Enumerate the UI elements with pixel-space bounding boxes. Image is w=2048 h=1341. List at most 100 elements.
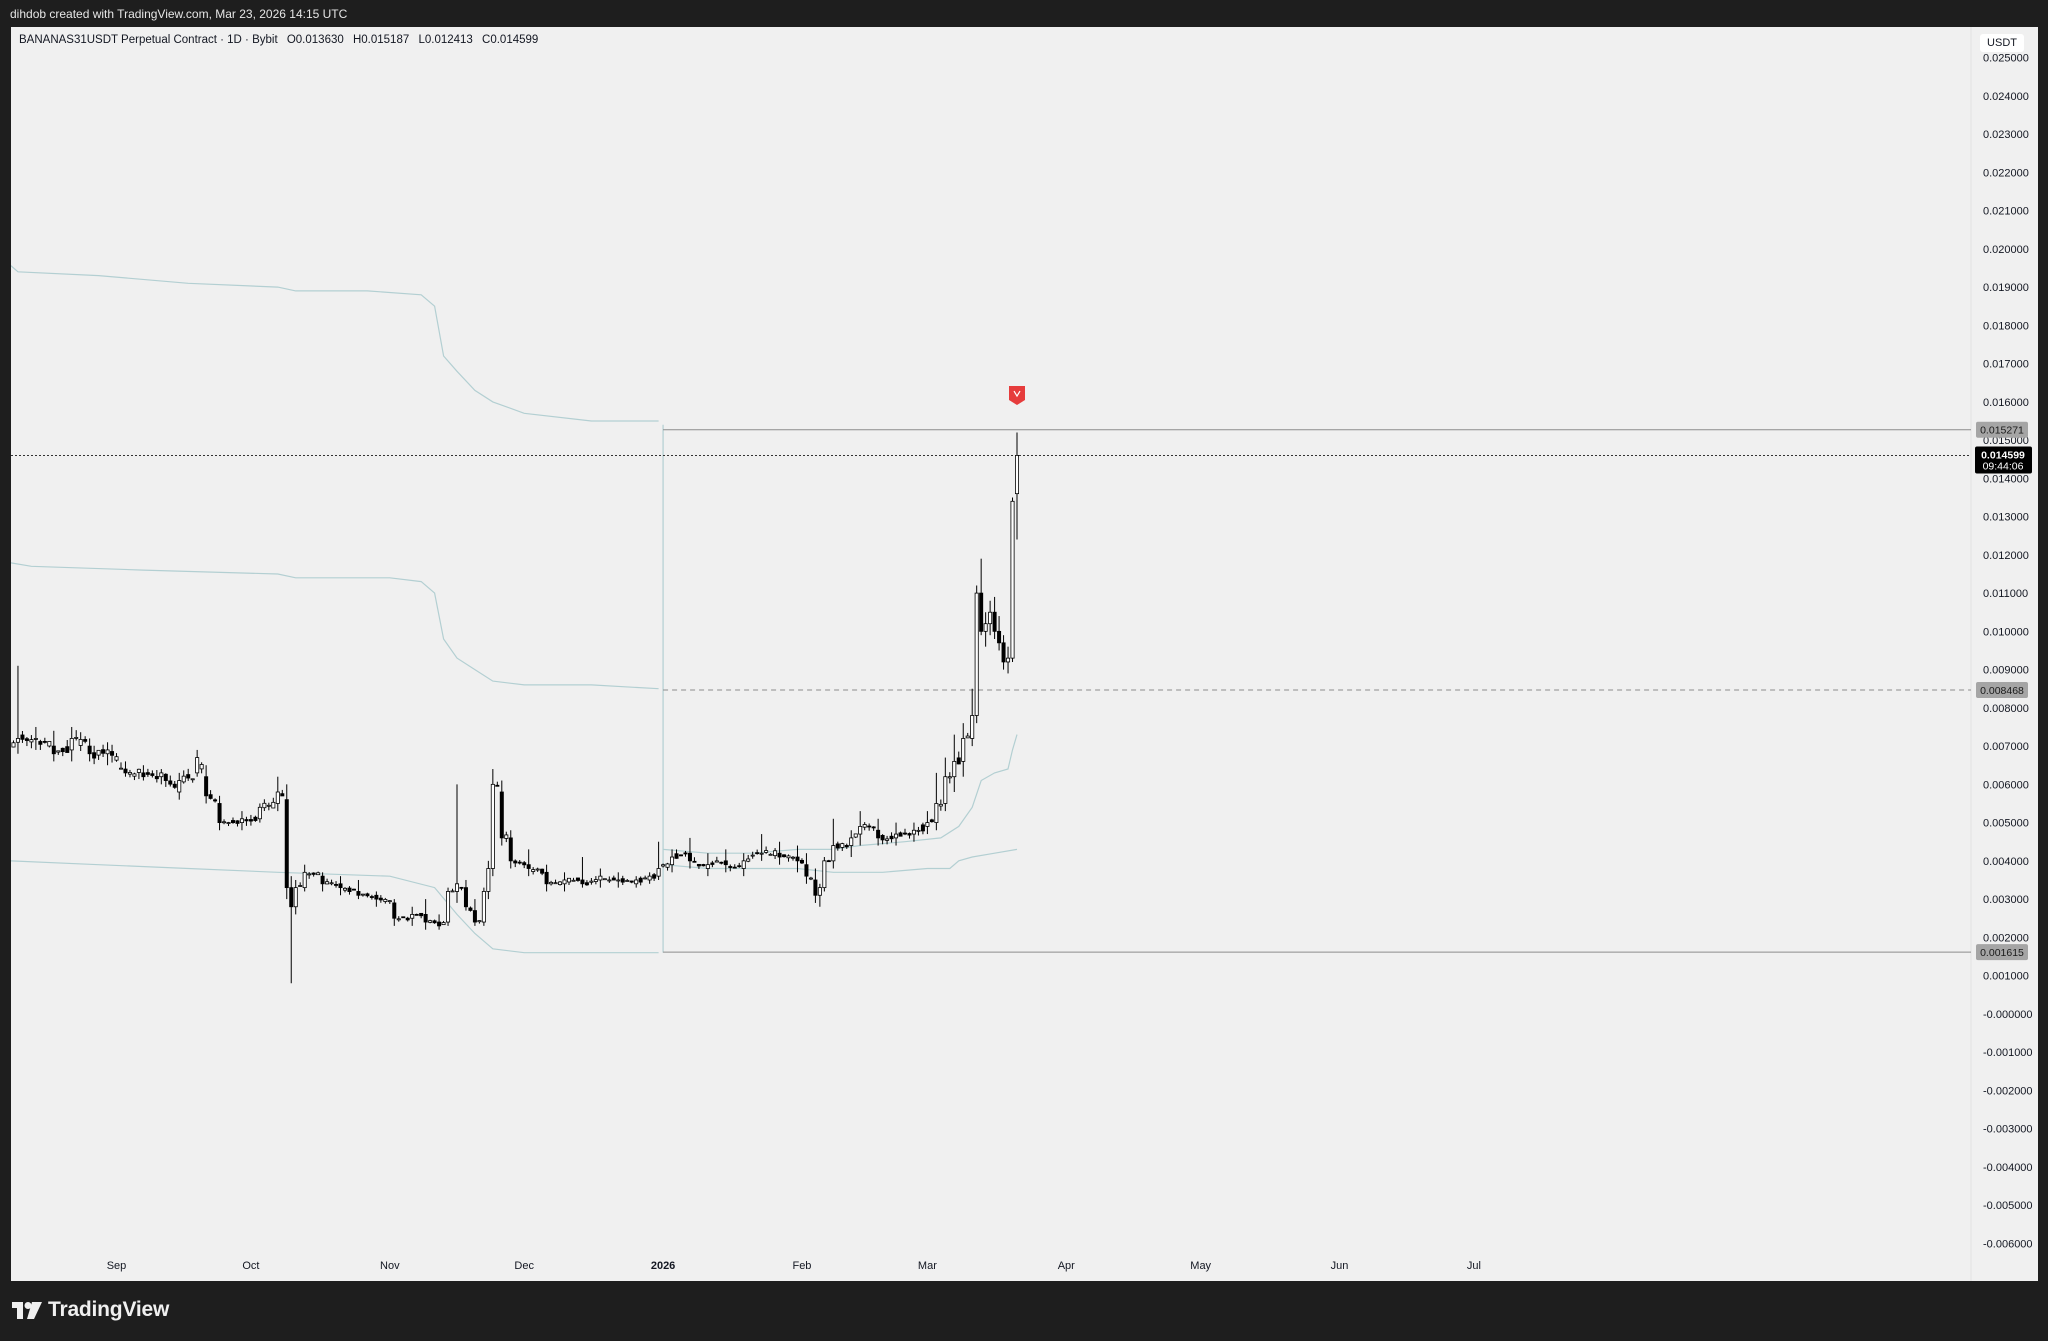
candle: [181, 770, 186, 784]
candle-body-down: [208, 794, 213, 799]
x-tick-label: Mar: [918, 1260, 937, 1272]
candle: [535, 867, 540, 872]
candle: [42, 737, 47, 744]
candle: [531, 867, 536, 875]
candle-body-up: [705, 864, 710, 869]
candle-body-down: [696, 863, 701, 867]
candle: [401, 916, 406, 919]
candle-body-down: [674, 853, 679, 859]
candle: [437, 914, 442, 930]
candle-body-down: [522, 862, 527, 866]
tradingview-logo-icon: [12, 1301, 42, 1319]
y-tick-label: 0.008000: [1983, 703, 2029, 715]
legend-symbol[interactable]: BANANAS31USDT Perpetual Contract · 1D · …: [19, 34, 278, 46]
x-tick-label: Oct: [242, 1260, 259, 1272]
candle: [472, 899, 477, 926]
y-tick-label: 0.015000: [1983, 435, 2029, 447]
candle-body-up: [396, 918, 401, 921]
candle-body-up: [934, 803, 939, 823]
candle-body-down: [280, 793, 285, 797]
candle-body-up: [817, 887, 822, 896]
candle: [159, 769, 164, 785]
y-tick-label: 0.001000: [1983, 971, 2029, 983]
candle: [598, 868, 603, 888]
candle: [320, 872, 325, 892]
last-price-value: 0.014599: [1981, 449, 2025, 461]
candle: [369, 894, 374, 900]
candle: [602, 878, 607, 881]
level-tag-label: 0.015271: [1980, 425, 2024, 437]
candle-body-up: [127, 772, 132, 775]
candle-body-down: [284, 799, 289, 889]
currency-button[interactable]: USDT: [1980, 34, 2024, 52]
candle-body-down: [1001, 642, 1006, 663]
x-tick-label: Jun: [1331, 1260, 1349, 1272]
candle-body-down: [638, 877, 643, 883]
candle: [853, 833, 858, 839]
candle-body-down: [472, 910, 477, 923]
candle-body-down: [311, 872, 316, 875]
candle-body-down: [253, 816, 258, 821]
candle: [1001, 635, 1006, 670]
candle: [929, 818, 934, 823]
candle: [490, 769, 495, 877]
chart-area[interactable]: 0.025000 0.024000 0.023000 0.022000 0.021000…: [11, 27, 2038, 1281]
candle-body-up: [490, 783, 495, 869]
level-tag-box: [1976, 421, 2028, 438]
candle-body-down: [123, 768, 128, 774]
candle: [338, 876, 343, 896]
candle-body-down: [83, 739, 88, 742]
level-price-tag: 0.015271: [1976, 421, 2028, 438]
y-tick-label: -0.000000: [1983, 1009, 2033, 1021]
candle-body-down: [87, 745, 92, 755]
candle: [217, 795, 222, 831]
candle-body-down: [168, 780, 173, 785]
candle: [504, 831, 509, 843]
candle-body-down: [217, 803, 222, 823]
alert-marker[interactable]: [1009, 386, 1025, 406]
tradingview-logo[interactable]: TradingView: [12, 1298, 169, 1322]
candle: [463, 879, 468, 911]
candle: [271, 797, 276, 809]
candle: [468, 906, 473, 912]
candle-body-down: [723, 860, 728, 866]
candle: [114, 753, 119, 762]
y-tick-label: 0.002000: [1983, 932, 2029, 944]
candle: [419, 912, 424, 919]
level-tag-label: 0.001615: [1980, 947, 2024, 959]
candle-body-down: [871, 826, 876, 829]
candle: [571, 877, 576, 882]
y-tick-label: 0.003000: [1983, 894, 2029, 906]
candle: [710, 860, 715, 868]
candle-body-up: [535, 868, 540, 871]
candle-body-down: [997, 630, 1002, 644]
candle-body-down: [929, 819, 934, 823]
candle-body-down: [437, 921, 442, 927]
candle: [163, 773, 168, 787]
candle: [11, 740, 16, 748]
candle-body-up: [29, 739, 34, 743]
candle-body-down: [320, 875, 325, 885]
candle-body-up: [114, 756, 119, 761]
candle-body-up: [943, 776, 948, 804]
candle: [495, 781, 500, 787]
alert-marker-icon: [1013, 390, 1021, 398]
candle-body-up: [226, 822, 231, 824]
legend-close: C0.014599: [482, 34, 539, 46]
candle-body-up: [360, 893, 365, 896]
candle-body-up: [791, 856, 796, 859]
candle: [661, 863, 666, 868]
candle: [858, 811, 863, 846]
candle-body-up: [822, 860, 827, 889]
candle: [33, 726, 38, 750]
candle: [961, 723, 966, 777]
candle-body-up: [132, 773, 137, 777]
y-tick-label: 0.024000: [1983, 91, 2029, 103]
candle-body-up: [602, 878, 607, 881]
candle: [284, 784, 289, 900]
candle-body-up: [266, 804, 271, 807]
price-chart[interactable]: 0.025000 0.024000 0.023000 0.022000 0.021000…: [11, 27, 2038, 1281]
candle: [549, 880, 554, 886]
last-price-tag-box: [1975, 446, 2032, 474]
candle-body-down: [692, 860, 697, 863]
